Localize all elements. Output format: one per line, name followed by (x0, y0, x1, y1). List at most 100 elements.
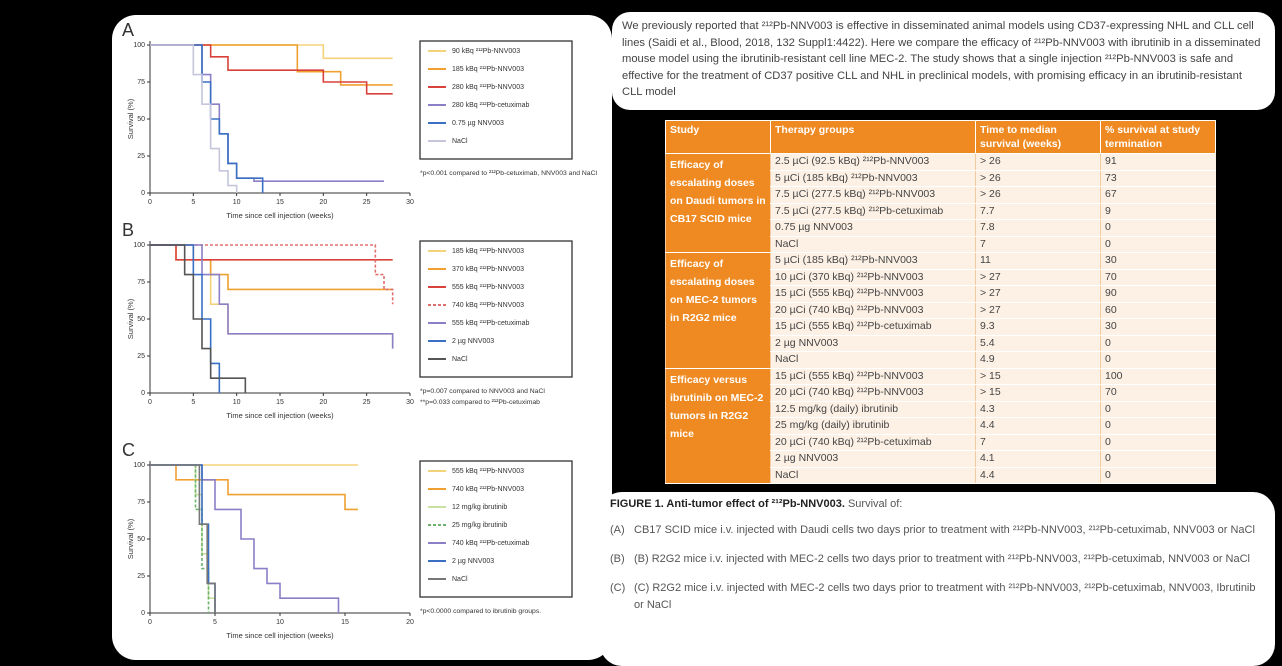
caption-tag: (B) (610, 551, 634, 568)
table-cell: > 15 (976, 368, 1101, 385)
table-cell: 7.8 (976, 220, 1101, 237)
legend-label: 12 mg/kg ibrutinib (452, 504, 507, 511)
table-cell: 4.4 (976, 467, 1101, 484)
y-axis-label: Survival (%) (126, 518, 135, 559)
table-cell: 10 µCi (370 kBq) ²¹²Pb-NNV003 (771, 269, 976, 286)
table-cell: 7 (976, 236, 1101, 253)
x-tick-label: 5 (191, 199, 195, 206)
table-cell: 20 µCi (740 kBq) ²¹²Pb-NNV003 (771, 385, 976, 402)
table-cell: 0 (1101, 451, 1216, 468)
x-tick-label: 5 (213, 619, 217, 626)
study-cell: Efficacy versus ibrutinib on MEC-2 tumor… (666, 368, 771, 484)
table-cell: NaCl (771, 467, 976, 484)
y-tick-label: 50 (137, 316, 145, 323)
intro-text: We previously reported that ²¹²Pb-NNV003… (622, 18, 1265, 101)
x-axis-label: Time since cell injection (weeks) (226, 211, 334, 220)
table-cell: 5.4 (976, 335, 1101, 352)
table-cell: > 27 (976, 269, 1101, 286)
y-tick-label: 75 (137, 279, 145, 286)
table-cell: 9 (1101, 203, 1216, 220)
panel-letter: B (122, 220, 134, 240)
table-cell: 4.4 (976, 418, 1101, 435)
survival-curve (150, 45, 393, 85)
table-cell: 0 (1101, 352, 1216, 369)
table-cell: 15 µCi (555 kBq) ²¹²Pb-NNV003 (771, 368, 976, 385)
table-cell: > 15 (976, 385, 1101, 402)
header-cell: Study (666, 121, 771, 154)
table-cell: 60 (1101, 302, 1216, 319)
survival-curve (150, 45, 237, 193)
figure-lead: Survival of: (848, 498, 902, 510)
table-cell: 2.5 µCi (92.5 kBq) ²¹²Pb-NNV003 (771, 154, 976, 171)
table-cell: 20 µCi (740 kBq) ²¹²Pb-cetuximab (771, 434, 976, 451)
x-tick-label: 15 (276, 199, 284, 206)
study-cell: Efficacy of escalating doses on MEC-2 tu… (666, 253, 771, 369)
legend-label: 555 kBq ²¹²Pb-cetuximab (452, 320, 530, 327)
x-tick-label: 10 (276, 619, 284, 626)
x-axis-label: Time since cell injection (weeks) (226, 411, 334, 420)
caption-text: (C) R2G2 mice i.v. injected with MEC-2 c… (634, 580, 1265, 614)
x-tick-label: 15 (276, 399, 284, 406)
survival-curve (150, 465, 215, 613)
caption-text: CB17 SCID mice i.v. injected with Daudi … (634, 522, 1255, 539)
legend-label: 0.75 µg NNV003 (452, 120, 504, 127)
table-cell: 4.9 (976, 352, 1101, 369)
x-tick-label: 0 (148, 199, 152, 206)
table-cell: 100 (1101, 368, 1216, 385)
x-tick-label: 10 (233, 399, 241, 406)
table-cell: 70 (1101, 269, 1216, 286)
annotation: *p<0.0000 compared to ibrutinib groups. (420, 608, 541, 615)
legend-label: 740 kBq ²¹²Pb-cetuximab (452, 540, 530, 547)
annotation: **p=0.033 compared to ²¹²Pb-cetuximab (420, 399, 540, 406)
table-cell: 9.3 (976, 319, 1101, 336)
table-cell: 0 (1101, 467, 1216, 484)
header-row: StudyTherapy groupsTime to median surviv… (666, 121, 1216, 154)
legend-label: 2 µg NNV003 (452, 338, 494, 345)
survival-curve (150, 465, 358, 509)
y-tick-label: 0 (141, 390, 145, 397)
table-cell: 15 µCi (555 kBq) ²¹²Pb-cetuximab (771, 319, 976, 336)
legend-label: 740 kBq ²¹²Pb-NNV003 (452, 302, 524, 309)
table-cell: 20 µCi (740 kBq) ²¹²Pb-NNV003 (771, 302, 976, 319)
table-cell: 7.5 µCi (277.5 kBq) ²¹²Pb-NNV003 (771, 187, 976, 204)
survival-curve (150, 45, 393, 58)
figure-caption: FIGURE 1. Anti-tumor effect of ²¹²Pb-NNV… (600, 492, 1275, 666)
table-row: Efficacy of escalating doses on MEC-2 tu… (666, 253, 1216, 270)
table-cell: NaCl (771, 236, 976, 253)
table-cell: 12.5 mg/kg (daily) ibrutinib (771, 401, 976, 418)
table-body: Efficacy of escalating doses on Daudi tu… (666, 154, 1216, 484)
legend-label: 185 kBq ²¹²Pb-NNV003 (452, 66, 524, 73)
legend-box (420, 241, 572, 377)
table-cell: 70 (1101, 385, 1216, 402)
table-cell: 0 (1101, 236, 1216, 253)
y-tick-label: 25 (137, 353, 145, 360)
survival-curve (150, 45, 384, 181)
table-cell: 0 (1101, 335, 1216, 352)
x-tick-label: 5 (191, 399, 195, 406)
survival-curve (150, 245, 393, 289)
y-tick-label: 100 (133, 42, 145, 49)
table-cell: 73 (1101, 170, 1216, 187)
y-axis-label: Survival (%) (126, 98, 135, 139)
table-cell: 30 (1101, 253, 1216, 270)
legend-label: 555 kBq ²¹²Pb-NNV003 (452, 284, 524, 291)
y-tick-label: 50 (137, 116, 145, 123)
header-cell: Time to median survival (weeks) (976, 121, 1101, 154)
legend-label: NaCl (452, 138, 468, 145)
y-tick-label: 75 (137, 499, 145, 506)
table-cell: 5 µCi (185 kBq) ²¹²Pb-NNV003 (771, 253, 976, 270)
legend-label: 90 kBq ²¹²Pb-NNV003 (452, 48, 520, 55)
table-cell: 0 (1101, 434, 1216, 451)
table-cell: 15 µCi (555 kBq) ²¹²Pb-NNV003 (771, 286, 976, 303)
table-cell: 2 µg NNV003 (771, 335, 976, 352)
x-tick-label: 20 (319, 399, 327, 406)
x-tick-label: 25 (363, 399, 371, 406)
table-cell: > 26 (976, 187, 1101, 204)
table-cell: 67 (1101, 187, 1216, 204)
survival-curve (150, 45, 263, 193)
table-cell: 7 (976, 434, 1101, 451)
y-tick-label: 0 (141, 190, 145, 197)
page: {"chart_data": [ {"type": "step", "panel… (0, 0, 1282, 664)
table-cell: > 26 (976, 170, 1101, 187)
annotation: *p=0.007 compared to NNV003 and NaCl (420, 388, 545, 395)
